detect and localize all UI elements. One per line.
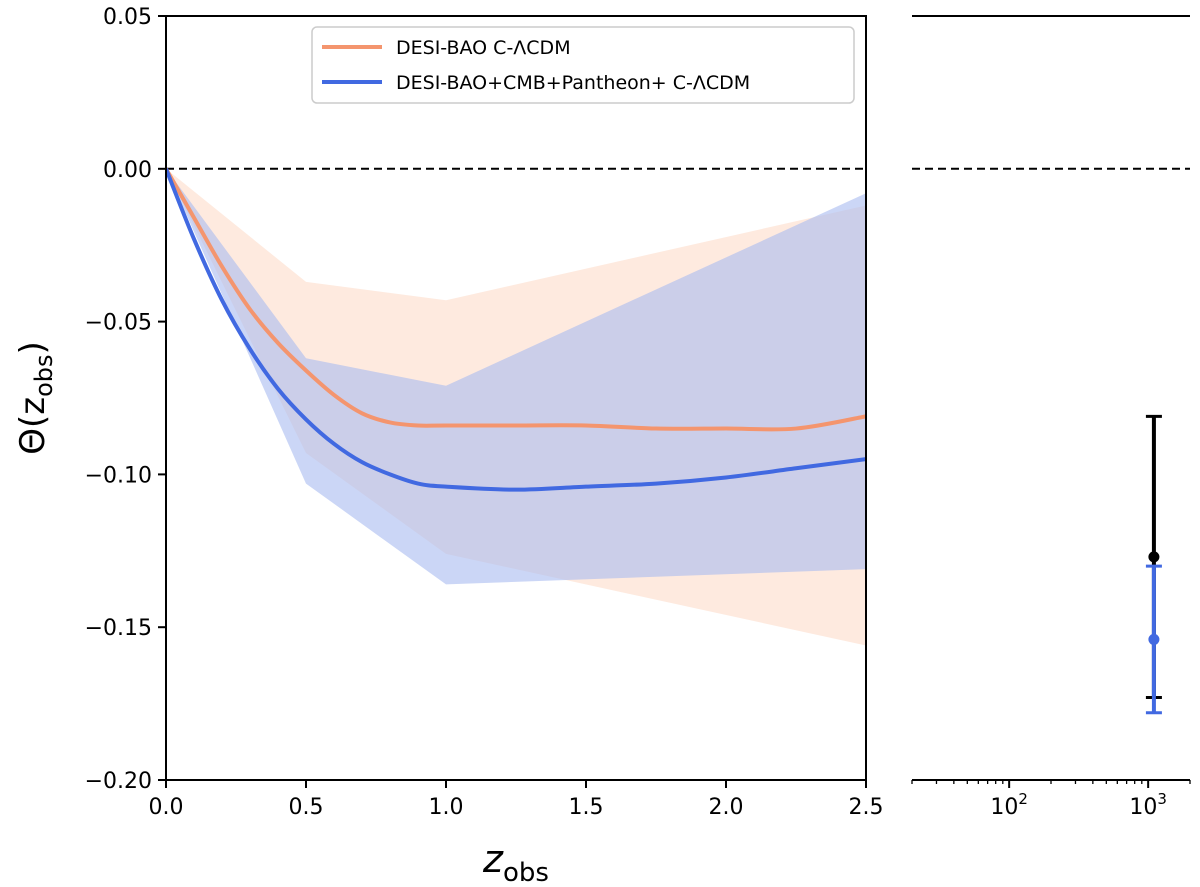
y-tick-label: −0.20	[85, 769, 152, 794]
x-tick-label: 1.5	[569, 795, 604, 820]
main-frame	[165, 15, 867, 781]
main-panel: 0.0 0.5 1.0 1.5 2.0 2.5 0.05 0.00 −0.05 −0.10 −0.…	[13, 5, 884, 887]
line-desi-bao-c-cdm	[166, 167, 866, 432]
legend: DESI-BAO C-ΛCDM DESI-BAO+CMB+Pantheon+ C…	[311, 26, 855, 104]
x-tick-label: 2.0	[709, 795, 744, 820]
main-bands	[166, 168, 866, 646]
point-desi-bao-c-cdm	[1148, 551, 1160, 563]
x-tick-label: 0.0	[149, 795, 184, 820]
legend-label-desi-bao-cmb-pantheon: DESI-BAO+CMB+Pantheon+ C-ΛCDM	[396, 72, 750, 94]
high-z-panel: 102 103	[911, 15, 1191, 820]
y-tick-label: −0.10	[85, 463, 152, 488]
high-z-points	[1145, 414, 1162, 715]
high-z-tick-label: 102	[990, 790, 1028, 820]
high-z-tick-label: 103	[1129, 790, 1167, 820]
y-tick-label: 0.05	[103, 5, 152, 30]
legend-box	[311, 26, 855, 104]
x-tick-label: 0.5	[289, 795, 324, 820]
y-tick-label: −0.15	[85, 616, 152, 641]
point-desi-bao-cmb-pantheon-c-cdm	[1148, 633, 1160, 645]
main-lines	[166, 167, 866, 492]
legend-label-desi-bao: DESI-BAO C-ΛCDM	[396, 37, 571, 59]
line-desi-bao-cmb-pantheon-c-cdm	[166, 168, 866, 492]
x-tick-label: 2.5	[849, 795, 884, 820]
x-axis-label: zobs	[482, 837, 549, 887]
high-z-x-ticks: 102 103	[911, 780, 1191, 820]
y-tick-label: 0.00	[103, 158, 152, 183]
y-axis-label: Θ(zobs)	[13, 341, 58, 455]
main-x-ticks: 0.0 0.5 1.0 1.5 2.0 2.5	[149, 780, 884, 820]
main-y-ticks: 0.05 0.00 −0.05 −0.10 −0.15 −0.20	[85, 5, 166, 794]
x-tick-label: 1.0	[429, 795, 464, 820]
y-tick-label: −0.05	[85, 311, 152, 336]
